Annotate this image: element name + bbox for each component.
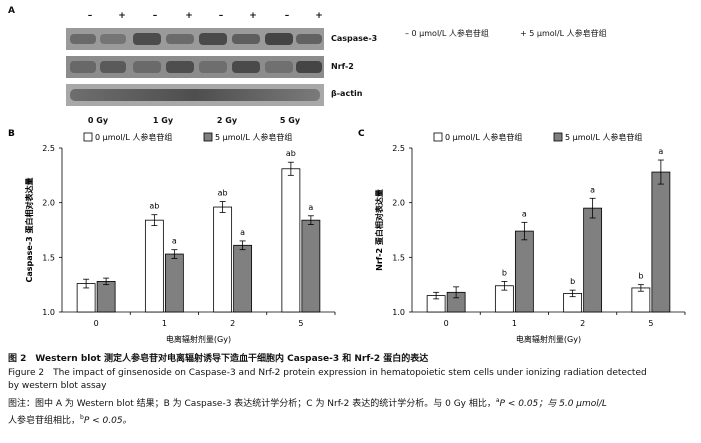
bar-treated bbox=[301, 219, 321, 313]
caption-note: 图注：图中 A 为 Western blot 结果；B 为 Caspase-3 … bbox=[8, 394, 698, 412]
bar-treated bbox=[583, 207, 603, 313]
significance-label: b bbox=[502, 268, 507, 277]
caspase-3-blot-label: Caspase-3 bbox=[331, 34, 378, 43]
caption-title-zh: 图 2 Western blot 测定人参皂苷对电离辐射诱导下造血干细胞内 Ca… bbox=[8, 354, 429, 364]
x-tick-label: 2 bbox=[580, 319, 585, 328]
panel-a-letter: A bbox=[8, 6, 15, 16]
western-blot-image bbox=[66, 28, 324, 106]
nrf-2-blot-strip bbox=[66, 56, 324, 78]
x-tick-label: 2 bbox=[230, 319, 235, 328]
y-tick-label: 2.0 bbox=[392, 199, 405, 208]
treatment-sign-lane-1: – bbox=[87, 11, 93, 21]
legend-label-treated: 5 μmol/L 人参皂苷组 bbox=[215, 132, 292, 142]
dose-label-0gy: 0 Gy bbox=[87, 116, 109, 125]
panel-a-legend-treated: + 5 μmol/L 人参皂苷组 bbox=[520, 29, 607, 38]
dose-label-1gy: 1 Gy bbox=[152, 116, 174, 125]
y-tick-label: 1.0 bbox=[42, 308, 55, 317]
significance-label: a bbox=[172, 237, 177, 246]
y-axis-label: Nrf-2 蛋白相对表达量 bbox=[374, 189, 384, 271]
x-axis-label: 电离辐射剂量(Gy) bbox=[516, 334, 581, 344]
caption-p1: P < 0.05；与 5.0 μmol/L bbox=[499, 398, 607, 409]
caption-sup-a: a bbox=[495, 396, 500, 404]
significance-label: ab bbox=[149, 202, 159, 211]
caption-p2: P < 0.05。 bbox=[83, 416, 132, 426]
legend-swatch-control bbox=[83, 132, 93, 142]
dose-label-5gy: 5 Gy bbox=[279, 116, 301, 125]
caspase-3-blot-strip bbox=[66, 28, 324, 50]
dose-label-2gy: 2 Gy bbox=[216, 116, 238, 125]
significance-label: a bbox=[590, 185, 595, 194]
bar-control bbox=[281, 168, 301, 313]
legend-swatch-treated bbox=[203, 132, 213, 142]
legend-b: 0 μmol/L 人参皂苷组 5 μmol/L 人参皂苷组 bbox=[83, 132, 292, 142]
legend-swatch-treated bbox=[553, 132, 563, 142]
legend-c: 0 μmol/L 人参皂苷组 5 μmol/L 人参皂苷组 bbox=[433, 132, 642, 142]
bar-control bbox=[144, 219, 164, 313]
panel-letter-c: C bbox=[358, 129, 365, 139]
legend-label-treated: 5 μmol/L 人参皂苷组 bbox=[565, 132, 642, 142]
y-tick-label: 1.5 bbox=[392, 253, 405, 262]
caption-note-text2: 人参皂苷组相比， bbox=[8, 416, 81, 426]
x-axis-label: 电离辐射剂量(Gy) bbox=[166, 334, 231, 344]
x-tick-label: 0 bbox=[444, 319, 449, 328]
nrf-2-blot-label: Nrf-2 bbox=[331, 62, 354, 71]
significance-label: ab bbox=[286, 149, 296, 158]
bar-treated bbox=[164, 253, 184, 313]
y-tick-label: 2.5 bbox=[392, 144, 405, 153]
chart-c-nrf-2: C 0 μmol/L 人参皂苷组 5 μmol/L 人参皂苷组 1.0 1.5 2.0 2.… bbox=[358, 129, 686, 344]
beta-actin-blot-strip bbox=[66, 84, 324, 106]
x-tick-label: 0 bbox=[94, 319, 99, 328]
treatment-sign-lane-8: + bbox=[315, 11, 323, 21]
x-tick-label: 1 bbox=[162, 319, 167, 328]
significance-label: b bbox=[570, 277, 575, 286]
treatment-sign-lane-3: – bbox=[152, 11, 158, 21]
y-tick-label: 1.0 bbox=[392, 308, 405, 317]
caption-title-en: Figure 2 The impact of ginsenoside on Ca… bbox=[8, 367, 647, 378]
y-tick-label: 2.0 bbox=[42, 199, 55, 208]
figure-caption: 图 2 Western blot 测定人参皂苷对电离辐射诱导下造血干细胞内 Ca… bbox=[8, 353, 698, 429]
bar-treated bbox=[651, 171, 671, 313]
treatment-sign-lane-7: – bbox=[284, 11, 290, 21]
significance-label: a bbox=[658, 147, 663, 156]
significance-label: b bbox=[638, 272, 643, 281]
legend-swatch-control bbox=[433, 132, 443, 142]
y-axis-label: Caspase-3 蛋白相对表达量 bbox=[24, 177, 34, 282]
legend-label-control: 0 μmol/L 人参皂苷组 bbox=[445, 132, 522, 142]
significance-label: a bbox=[308, 203, 313, 212]
y-tick-label: 1.5 bbox=[42, 253, 55, 262]
x-tick-label: 5 bbox=[648, 319, 653, 328]
x-tick-label: 5 bbox=[298, 319, 303, 328]
panel-a-legend-control: – 0 μmol/L 人参皂苷组 bbox=[405, 29, 489, 38]
bar-treated bbox=[514, 230, 534, 313]
caption-title-en-cont: by western blot assay bbox=[8, 381, 107, 391]
legend-label-control: 0 μmol/L 人参皂苷组 bbox=[95, 132, 172, 142]
treatment-sign-lane-5: – bbox=[218, 11, 224, 21]
bar-control bbox=[213, 206, 233, 313]
significance-label: a bbox=[522, 209, 527, 218]
chart-b-caspase-3: B 0 μmol/L 人参皂苷组 5 μmol/L 人参皂苷组 1.0 1.5 2.0 2.… bbox=[8, 129, 336, 344]
y-tick-label: 2.5 bbox=[42, 144, 55, 153]
caption-sup-b: b bbox=[80, 414, 84, 421]
significance-label: a bbox=[240, 228, 245, 237]
treatment-sign-lane-4: + bbox=[185, 11, 193, 21]
significance-label: ab bbox=[218, 189, 228, 198]
caption-note-text: 图注：图中 A 为 Western blot 结果；B 为 Caspase-3 … bbox=[8, 398, 496, 409]
treatment-sign-lane-2: + bbox=[118, 11, 126, 21]
panel-letter-b: B bbox=[8, 129, 15, 139]
treatment-sign-lane-6: + bbox=[249, 11, 257, 21]
beta-actin-blot-label: β-actin bbox=[331, 89, 363, 98]
bar-treated bbox=[233, 244, 253, 313]
bar-treated bbox=[96, 280, 116, 313]
x-tick-label: 1 bbox=[512, 319, 517, 328]
caption-note-cont: 人参皂苷组相比，bP < 0.05。 bbox=[8, 411, 698, 429]
